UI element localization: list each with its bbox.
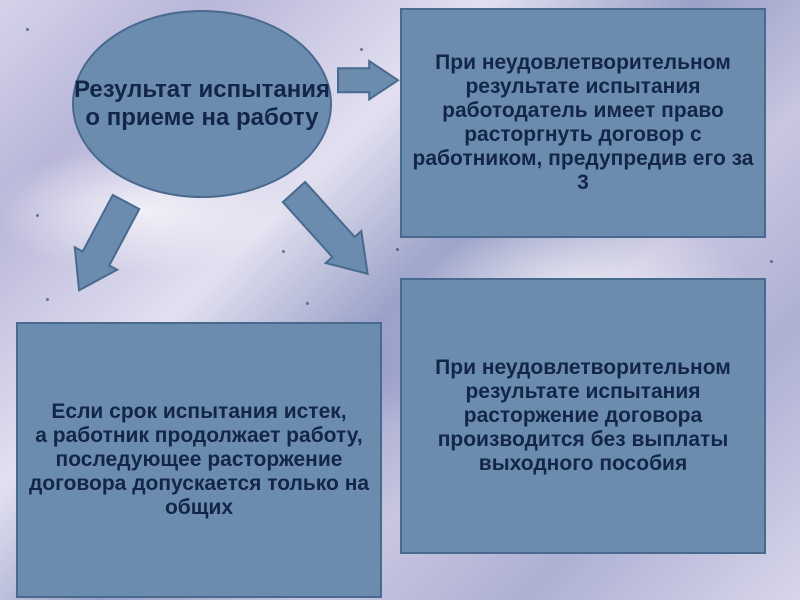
source-text: Результат испытания о приеме на работу	[74, 76, 330, 131]
arrow-right-icon	[336, 59, 400, 101]
box-bottom-left-text: Если срок испытания истек, а работник пр…	[26, 400, 372, 521]
box-bottom-right: При неудовлетворительном результате испы…	[400, 278, 766, 554]
box-top-right-text: При неудовлетворительном результате испы…	[410, 51, 756, 196]
box-bottom-left: Если срок испытания истек, а работник пр…	[16, 322, 382, 598]
box-bottom-right-text: При неудовлетворительном результате испы…	[410, 356, 756, 477]
source-ellipse: Результат испытания о приеме на работу	[72, 10, 332, 198]
box-top-right: При неудовлетворительном результате испы…	[400, 8, 766, 238]
